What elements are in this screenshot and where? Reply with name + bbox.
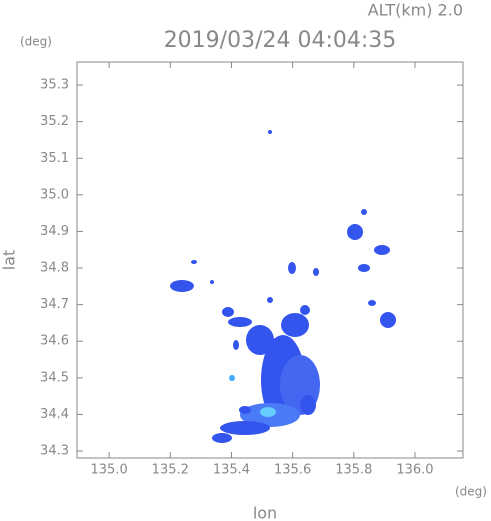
x-tick-label: 135.8 — [335, 463, 372, 478]
y-tick-label: 35.1 — [40, 151, 69, 166]
x-axis-label: lon — [253, 504, 277, 521]
y-tick-label: 35.2 — [40, 114, 69, 129]
y-tick-label: 34.6 — [40, 334, 69, 349]
y-axis-label: lat — [0, 250, 19, 271]
y-unit: (deg) — [20, 35, 52, 49]
y-tick-label: 34.7 — [40, 297, 69, 312]
chart-title: 2019/03/24 04:04:35 — [164, 28, 397, 53]
x-tick-label: 135.0 — [91, 463, 128, 478]
x-unit: (deg) — [455, 485, 487, 499]
y-tick-label: 35.0 — [40, 187, 69, 202]
x-tick-label: 136.0 — [396, 463, 433, 478]
x-tick-label: 135.2 — [152, 463, 189, 478]
y-tick-label: 35.3 — [40, 78, 69, 93]
x-tick-label: 135.6 — [274, 463, 311, 478]
x-tick-label: 135.4 — [213, 463, 250, 478]
plot-frame — [76, 61, 464, 459]
y-tick-label: 34.9 — [40, 224, 69, 239]
subtitle: ALT(km) 2.0 — [368, 1, 463, 20]
echo-field — [170, 130, 396, 443]
y-tick-label: 34.8 — [40, 261, 69, 276]
y-tick-label: 34.3 — [40, 444, 69, 459]
y-tick-label: 34.5 — [40, 370, 69, 385]
y-tick-label: 34.4 — [40, 407, 69, 422]
